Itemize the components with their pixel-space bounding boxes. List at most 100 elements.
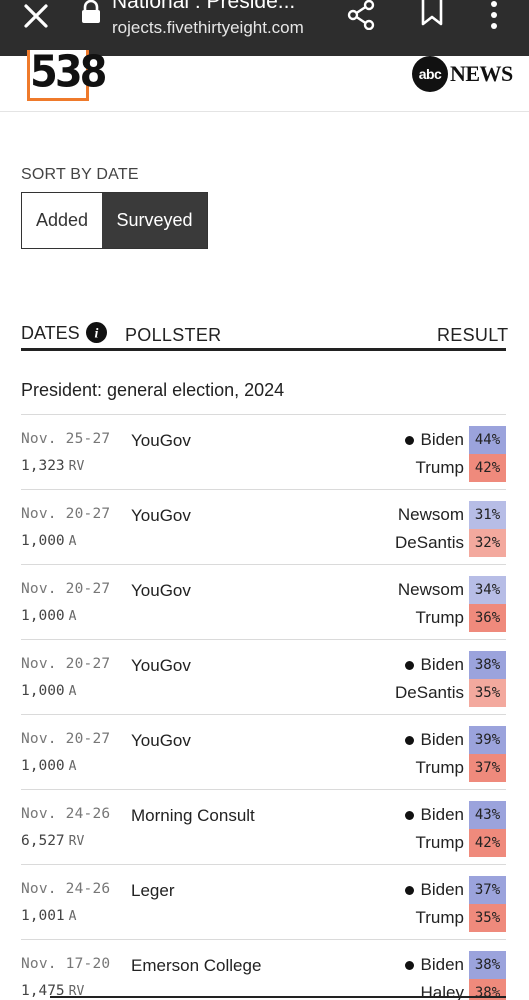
- pollster-name[interactable]: YouGov: [131, 731, 191, 750]
- sample-population: A: [68, 534, 77, 549]
- sort-surveyed-button[interactable]: Surveyed: [102, 193, 207, 248]
- poll-dates: Nov. 20-27: [21, 506, 111, 522]
- candidate-name: Trump: [415, 833, 465, 852]
- poll-dates: Nov. 17-20: [21, 956, 111, 972]
- candidate-pct: 34%: [469, 576, 506, 604]
- candidate-result: Biden 37%: [404, 876, 506, 904]
- sample-population: A: [68, 609, 77, 624]
- leader-dot-icon: [404, 660, 414, 670]
- candidate-name: Biden: [420, 880, 464, 899]
- sample-size: 1,000 A: [21, 608, 76, 624]
- poll-dates: Nov. 20-27: [21, 656, 111, 672]
- sample-size: 1,000 A: [21, 758, 76, 774]
- candidate-name: Biden: [420, 430, 464, 449]
- candidate-result: Biden 38%: [404, 651, 506, 679]
- leader-dot-icon: [404, 885, 414, 895]
- leader-dot-icon: [404, 810, 414, 820]
- sample-population: RV: [68, 834, 85, 849]
- sample-size: 6,527 RV: [21, 833, 84, 849]
- candidate-result: Trump 36%: [416, 604, 506, 632]
- pollster-name[interactable]: Morning Consult: [131, 806, 255, 825]
- sample-population: RV: [68, 984, 85, 999]
- candidate-pct: 42%: [469, 454, 506, 482]
- pollster-name[interactable]: YouGov: [131, 431, 191, 450]
- fivethirtyeight-logo[interactable]: 538: [27, 46, 108, 101]
- candidate-name: Biden: [420, 805, 464, 824]
- header-divider: [0, 111, 529, 112]
- candidate-result: Biden 39%: [404, 726, 506, 754]
- lock-icon: [82, 0, 100, 23]
- leader-dot-icon: [404, 435, 414, 445]
- sort-added-button[interactable]: Added: [22, 193, 102, 248]
- abc-news-logo[interactable]: abc NEWS: [412, 56, 513, 92]
- sample-size: 1,323 RV: [21, 458, 84, 474]
- sample-count: 1,000: [21, 758, 65, 774]
- poll-dates: Nov. 25-27: [21, 431, 111, 447]
- url-bar[interactable]: rojects.fivethirtyeight.com: [112, 18, 304, 37]
- poll-row[interactable]: Nov. 24-26 6,527 RV Morning Consult Biden 43%…: [21, 789, 506, 864]
- poll-dates: Nov. 24-26: [21, 806, 111, 822]
- candidate-result: Trump 42%: [415, 829, 506, 857]
- sample-count: 6,527: [21, 833, 65, 849]
- candidate-pct: 38%: [469, 651, 506, 679]
- bottom-divider: [50, 996, 506, 998]
- bookmark-icon[interactable]: [420, 0, 444, 26]
- info-icon[interactable]: i: [86, 322, 107, 343]
- candidate-name: Biden: [420, 655, 464, 674]
- pollster-name[interactable]: YouGov: [131, 506, 191, 525]
- candidate-result: Trump 37%: [416, 754, 506, 782]
- poll-dates: Nov. 20-27: [21, 731, 111, 747]
- svg-text:i: i: [95, 327, 99, 342]
- sort-toggle: Added Surveyed: [21, 192, 208, 249]
- page-title[interactable]: National : Preside...: [112, 0, 296, 13]
- poll-row[interactable]: Nov. 25-27 1,323 RV YouGov Biden 44% Trump 42%: [21, 414, 506, 489]
- pollster-name[interactable]: YouGov: [131, 581, 191, 600]
- candidate-result: Trump 42%: [415, 454, 506, 482]
- pollster-name[interactable]: Emerson College: [131, 956, 262, 975]
- candidate-name: Haley: [420, 983, 464, 1000]
- sample-count: 1,323: [21, 458, 65, 474]
- dates-header[interactable]: DATES: [21, 323, 80, 343]
- result-header[interactable]: RESULT: [437, 325, 509, 345]
- poll-row[interactable]: Nov. 20-27 1,000 A YouGov Biden 39% Trump 37%: [21, 714, 506, 789]
- candidate-pct: 43%: [469, 801, 506, 829]
- sample-population: A: [68, 684, 77, 699]
- pollster-name[interactable]: Leger: [131, 881, 175, 900]
- sample-size: 1,000 A: [21, 683, 76, 699]
- poll-row[interactable]: Nov. 20-27 1,000 A YouGov Newsom 34% Trump 36%: [21, 564, 506, 639]
- leader-dot-icon: [404, 960, 414, 970]
- candidate-name: Newsom: [397, 505, 464, 524]
- poll-row[interactable]: Nov. 20-27 1,000 A YouGov Newsom 31% DeSantis 3…: [21, 489, 506, 564]
- poll-row[interactable]: Nov. 20-27 1,000 A YouGov Biden 38% DeSantis 35…: [21, 639, 506, 714]
- poll-row[interactable]: Nov. 17-20 1,475 RV Emerson College Biden 38%…: [21, 939, 506, 1000]
- poll-row[interactable]: Nov. 24-26 1,001 A Leger Biden 37% Trump 35%: [21, 864, 506, 939]
- poll-dates: Nov. 24-26: [21, 881, 111, 897]
- candidate-pct: 35%: [469, 679, 506, 707]
- poll-list: Nov. 25-27 1,323 RV YouGov Biden 44% Trump 42% N…: [21, 414, 506, 1000]
- sample-population: RV: [68, 459, 85, 474]
- sample-size: 1,000 A: [21, 533, 76, 549]
- candidate-result: Newsom 34%: [398, 576, 506, 604]
- sample-count: 1,000: [21, 683, 65, 699]
- candidate-result: DeSantis 32%: [395, 529, 506, 557]
- share-icon[interactable]: [346, 0, 376, 30]
- sample-count: 1,001: [21, 908, 65, 924]
- close-icon[interactable]: [20, 2, 50, 32]
- candidate-name: Biden: [420, 730, 464, 749]
- logo-text: 538: [30, 46, 108, 98]
- candidate-result: Biden 44%: [404, 426, 506, 454]
- news-wordmark: NEWS: [450, 61, 513, 86]
- candidate-pct: 32%: [469, 529, 506, 557]
- candidate-pct: 39%: [469, 726, 506, 754]
- sample-size: 1,475 RV: [21, 983, 84, 999]
- sort-label: SORT BY DATE: [21, 166, 139, 183]
- section-title: President: general election, 2024: [21, 380, 285, 400]
- candidate-name: Trump: [415, 458, 465, 477]
- candidate-pct: 31%: [469, 501, 506, 529]
- table-header-rule: [21, 348, 506, 351]
- candidate-pct: 38%: [469, 951, 506, 979]
- more-vert-icon[interactable]: [486, 0, 502, 30]
- leader-dot-icon: [404, 735, 414, 745]
- pollster-name[interactable]: YouGov: [131, 656, 191, 675]
- pollster-header[interactable]: POLLSTER: [125, 325, 222, 345]
